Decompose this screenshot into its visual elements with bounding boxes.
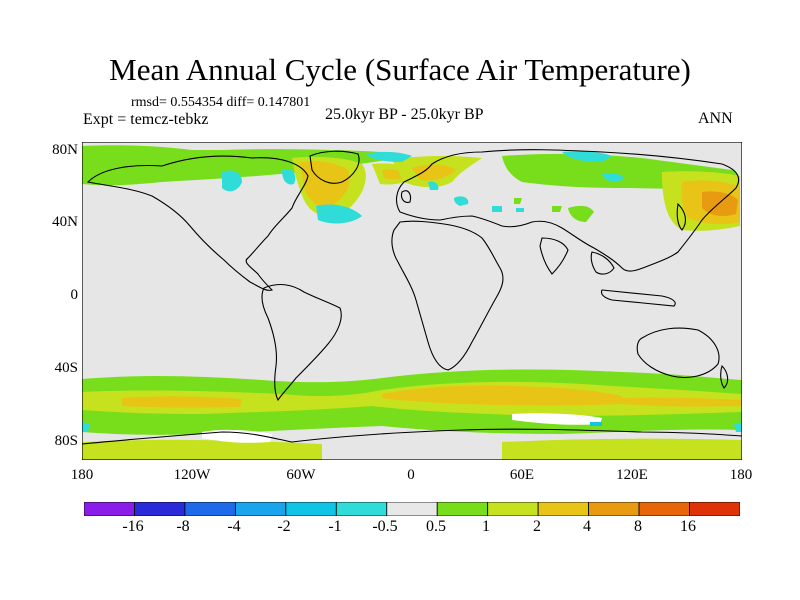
colorbar-swatch [285,502,337,516]
colorbar-label: 2 [533,518,541,535]
period-label: 25.0kyr BP - 25.0kyr BP [325,106,484,123]
south-america-coast [261,283,342,402]
colorbar-label: -16 [122,518,144,535]
world-map [82,142,742,460]
x-label-60e: 60E [509,467,535,483]
colorbar-label: 1 [482,518,490,535]
x-label-60w: 60W [286,467,316,483]
experiment-label: Expt = temcz-tebkz [83,111,209,128]
antarctica-coast [82,428,742,445]
x-label-120w: 120W [173,467,211,483]
colorbar-label: -8 [176,518,190,535]
figure-title: Mean Annual Cycle (Surface Air Temperatu… [109,52,691,87]
colorbar-swatch [638,502,690,516]
colorbar-label: 4 [583,518,591,535]
x-label-120e: 120E [616,467,648,483]
colorbar-swatch [588,502,640,516]
north-america-coast [86,155,309,291]
southeast-asia-coast [590,251,615,275]
colorbar-swatch [436,502,489,516]
colorbar-swatch [487,502,539,516]
colorbar-swatch [689,502,740,516]
new-zealand-coast [720,364,729,389]
x-label-180w: 180 [70,467,94,483]
y-label-40s: 40S [54,360,78,376]
colorbar-swatch [84,502,135,516]
colorbar-label: -2 [277,518,291,535]
greenland-coast [309,150,360,184]
british-isles-coast [400,190,412,203]
colorbar-label: -1 [328,518,342,535]
x-label-0: 0 [407,467,415,483]
india-coast [539,237,569,275]
x-label-180e: 180 [729,467,753,483]
y-label-80s: 80S [54,433,78,449]
colorbar-swatch [184,502,236,516]
australia-coast [636,327,720,379]
colorbar-swatch [335,502,388,516]
colorbar-label: 8 [634,518,642,535]
indonesia-coast [600,289,676,307]
cooling-patches [82,151,624,432]
colorbar-swatch [537,502,590,516]
colorbar-swatch [386,502,438,516]
colorbar-label: -0.5 [372,518,398,535]
season-label: ANN [698,110,733,127]
y-label-80n: 80N [52,142,78,158]
colorbar-swatch [134,502,186,516]
y-label-40n: 40N [52,214,78,230]
eurasia-coast [395,149,740,272]
colorbar-label: 16 [680,518,696,535]
africa-coast [391,220,504,371]
rmsd-diff-stats: rmsd= 0.554354 diff= 0.147801 [131,95,311,110]
colorbar-label: 0.5 [426,518,446,535]
y-label-0: 0 [70,287,79,303]
colorbar [84,502,740,516]
southern-ocean-bands [82,369,742,460]
japan-coast [676,202,687,231]
colorbar-label: -4 [227,518,241,535]
colorbar-swatch [234,502,287,516]
coastlines [82,149,742,445]
